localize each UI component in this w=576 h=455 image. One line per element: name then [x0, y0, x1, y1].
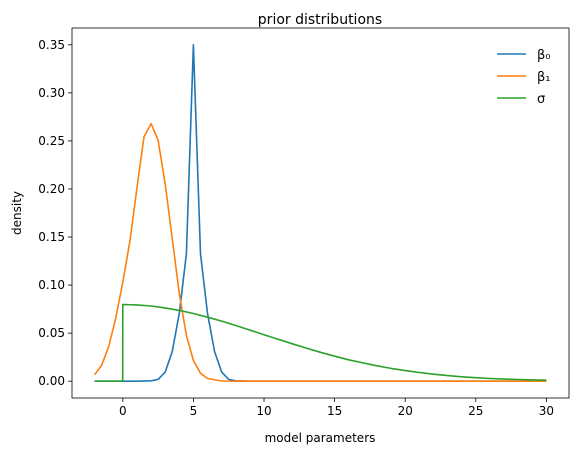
y-tick-label: 0.05	[38, 326, 65, 340]
x-tick-label: 20	[398, 404, 413, 418]
x-tick-label: 15	[327, 404, 342, 418]
x-tick-label: 0	[119, 404, 127, 418]
x-axis-label: model parameters	[265, 431, 376, 445]
y-tick-label: 0.10	[38, 278, 65, 292]
y-tick-label: 0.30	[38, 86, 65, 100]
legend-label-1: β₁	[537, 70, 551, 85]
chart-title: prior distributions	[258, 12, 382, 28]
x-tick-label: 5	[190, 404, 198, 418]
legend-label-0: β₀	[537, 48, 551, 63]
x-tick-label: 25	[468, 404, 483, 418]
y-tick-label: 0.25	[38, 134, 65, 148]
y-tick-label: 0.20	[38, 182, 65, 196]
y-tick-label: 0.00	[38, 374, 65, 388]
legend-label-2: σ	[537, 92, 545, 107]
y-tick-label: 0.15	[38, 230, 65, 244]
x-tick-label: 10	[256, 404, 271, 418]
y-axis-label: density	[10, 191, 24, 235]
x-tick-label: 30	[539, 404, 554, 418]
y-tick-label: 0.35	[38, 38, 65, 52]
